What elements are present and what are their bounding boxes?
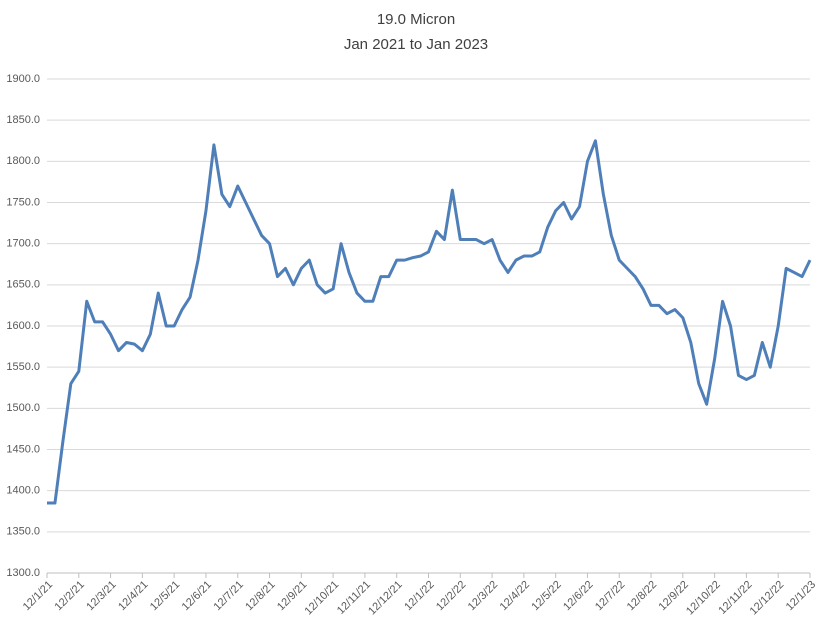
x-tick-label: 12/5/22 (529, 579, 563, 613)
data-line (47, 139, 812, 505)
chart-subtitle: Jan 2021 to Jan 2023 (344, 36, 488, 53)
x-tick-label: 12/6/22 (561, 579, 595, 613)
x-tick-label: 12/3/21 (84, 579, 118, 613)
x-tick-label: 12/8/22 (625, 579, 659, 613)
y-tick-label: 1850.0 (6, 114, 40, 126)
x-tick-label: 12/12/22 (748, 579, 787, 618)
x-tick-label: 12/1/21 (21, 579, 55, 613)
y-tick-label: 1300.0 (6, 567, 40, 579)
y-tick-label: 1450.0 (6, 443, 40, 455)
x-tick-label: 12/2/21 (53, 579, 87, 613)
x-tick-label: 12/10/22 (684, 579, 723, 618)
y-tick-label: 1800.0 (6, 155, 40, 167)
x-tick-label: 12/1/22 (402, 579, 436, 613)
x-tick-label: 12/12/21 (366, 579, 405, 618)
y-tick-label: 1550.0 (6, 361, 40, 373)
y-tick-label: 1650.0 (6, 279, 40, 291)
chart-title: 19.0 Micron (377, 11, 455, 28)
x-tick-label: 12/8/21 (243, 579, 277, 613)
x-tick-label: 12/2/22 (434, 579, 468, 613)
x-tick-label: 12/10/21 (303, 579, 342, 618)
x-tick-label: 12/7/22 (593, 579, 627, 613)
x-tick-label: 12/4/21 (116, 579, 150, 613)
y-tick-label: 1900.0 (6, 73, 40, 85)
x-tick-label: 12/5/21 (148, 579, 182, 613)
y-tick-label: 1700.0 (6, 238, 40, 250)
x-tick-label: 12/1/23 (784, 579, 818, 613)
x-tick-label: 12/3/22 (466, 579, 500, 613)
y-tick-label: 1350.0 (6, 526, 40, 538)
x-tick-label: 12/6/21 (180, 579, 214, 613)
y-tick-label: 1500.0 (6, 402, 40, 414)
y-tick-label: 1750.0 (6, 196, 40, 208)
x-tick-label: 12/4/22 (498, 579, 532, 613)
x-tick-label: 12/7/21 (211, 579, 245, 613)
y-tick-label: 1400.0 (6, 485, 40, 497)
y-tick-label: 1600.0 (6, 320, 40, 332)
